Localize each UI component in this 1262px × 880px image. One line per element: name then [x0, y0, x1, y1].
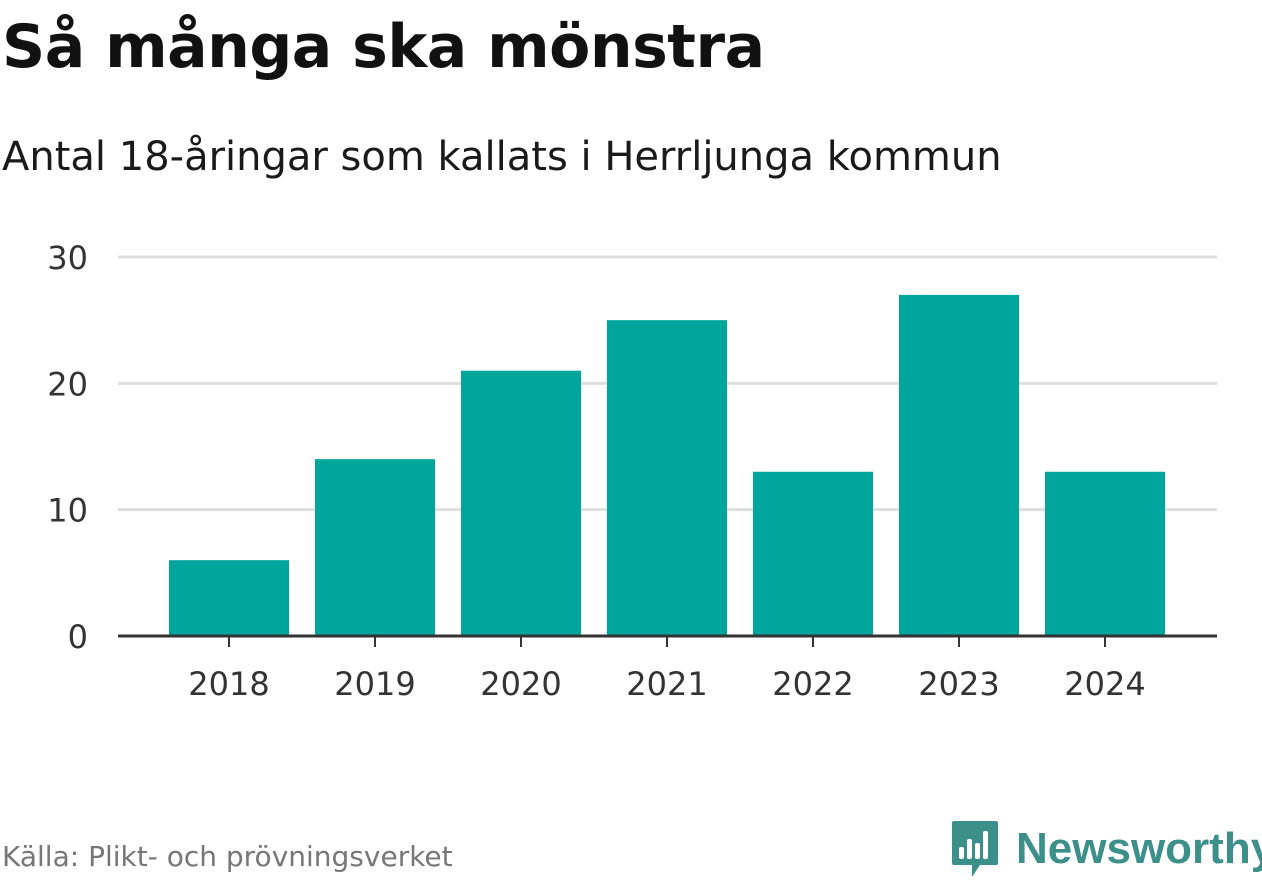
brand-name: Newsworthy	[1016, 824, 1262, 873]
x-axis	[118, 634, 1217, 647]
bar-2022	[753, 471, 873, 636]
x-tick-label: 2021	[626, 665, 707, 703]
x-tick-label: 2024	[1064, 665, 1145, 703]
bar-2024	[1045, 471, 1165, 636]
brand-logo: Newsworthy	[950, 818, 1262, 880]
bar-2020	[461, 370, 581, 636]
bar-chart-speech-bubble-icon	[952, 821, 998, 877]
y-tick-label: 0	[68, 618, 88, 656]
x-tick-label: 2023	[918, 665, 999, 703]
x-axis-ticks: 2018 2019 2020 2021 2022 2023 2024	[188, 665, 1145, 703]
x-tick-label: 2020	[480, 665, 561, 703]
y-tick-label: 20	[47, 365, 88, 403]
x-tick-label: 2019	[334, 665, 415, 703]
y-axis-ticks: 0 10 20 30	[47, 239, 88, 656]
bar-2018	[169, 560, 289, 636]
source-note: Källa: Plikt- och prövningsverket	[2, 840, 453, 873]
bar-2023	[899, 294, 1019, 636]
chart-subtitle: Antal 18-åringar som kallats i Herrljung…	[2, 134, 1002, 180]
y-tick-label: 10	[47, 492, 88, 530]
bar-2019	[315, 459, 435, 636]
y-tick-label: 30	[47, 239, 88, 277]
bar-2021	[607, 320, 727, 636]
x-tick-label: 2022	[772, 665, 853, 703]
chart-title: Så många ska mönstra	[2, 12, 765, 82]
bars	[169, 294, 1165, 636]
x-tick-label: 2018	[188, 665, 269, 703]
